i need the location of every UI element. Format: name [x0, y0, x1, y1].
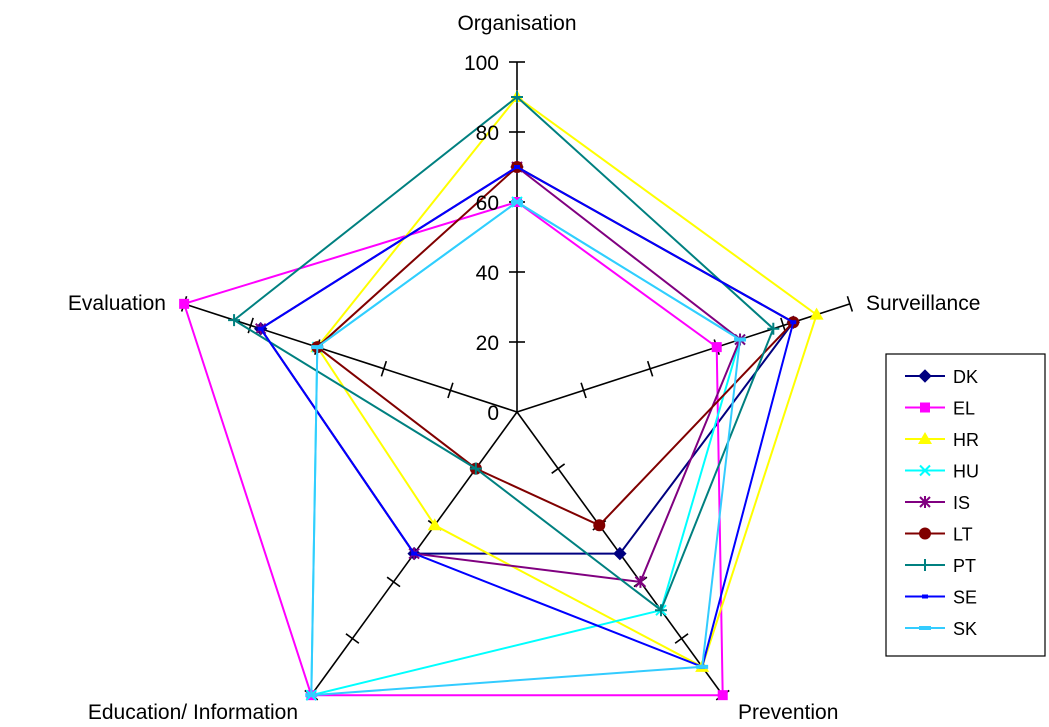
- legend-marker: [919, 496, 931, 508]
- data-point-SE: [411, 551, 418, 556]
- series-line-IS: [259, 165, 742, 583]
- legend-marker: [919, 626, 931, 630]
- legend-label: HU: [953, 462, 979, 482]
- series-line-SK: [310, 200, 742, 697]
- axis-tick: [646, 360, 654, 377]
- axis-tick: [674, 633, 689, 644]
- series-HU: [305, 196, 746, 701]
- legend-label: EL: [953, 399, 975, 419]
- legend-marker: [919, 559, 931, 571]
- legend-label: LT: [953, 525, 973, 545]
- legend-item-DK: DK: [905, 367, 978, 387]
- r-tick-label: 80: [476, 122, 499, 145]
- axis-tick: [380, 360, 388, 377]
- data-point-PT: [767, 322, 780, 335]
- axis-tick: [447, 382, 454, 399]
- legend-label: SK: [953, 619, 977, 639]
- legend-item-PT: PT: [905, 556, 976, 576]
- axis-label-4: Evaluation: [68, 292, 166, 315]
- axis-label-1: Surveillance: [866, 292, 980, 315]
- axis-tick: [345, 633, 360, 644]
- r-tick-label: 20: [476, 332, 499, 355]
- axis-label-2: Prevention: [738, 701, 838, 724]
- legend-marker: [919, 464, 931, 477]
- axis-tick: [551, 463, 566, 474]
- legend-item-EL: EL: [905, 399, 975, 419]
- legend-item-SE: SE: [905, 588, 977, 608]
- data-point-LT: [593, 519, 606, 532]
- axis-label-3: Education/ Information: [88, 701, 298, 724]
- axis-tick: [846, 295, 854, 312]
- legend-marker: [919, 527, 931, 540]
- axis-line-4: [183, 303, 518, 413]
- legend-item-LT: LT: [905, 525, 973, 545]
- data-point-HR: [809, 307, 824, 320]
- legend-label: PT: [953, 556, 976, 576]
- legend-label: HR: [953, 430, 979, 450]
- labels-layer: 0 20 40 60 80 100 Organisation Surveillance Prev…: [68, 12, 980, 724]
- data-point-EL: [711, 342, 722, 353]
- legend-label: SE: [953, 588, 977, 608]
- data-point-EL: [179, 298, 190, 309]
- series-line-PT: [232, 95, 775, 612]
- series-EL: [179, 197, 728, 701]
- axis-label-0: Organisation: [457, 12, 576, 35]
- data-point-IS: [634, 575, 647, 588]
- series-line-HU: [310, 200, 742, 697]
- data-point-SK: [734, 337, 747, 342]
- r-tick-label: 0: [487, 402, 499, 425]
- series-line-DK: [259, 165, 795, 555]
- legend-item-IS: IS: [905, 493, 970, 513]
- series-LT: [311, 161, 800, 532]
- data-point-DK: [613, 546, 627, 561]
- series-HR: [310, 90, 824, 672]
- axis-tick: [580, 382, 587, 399]
- series-line-HR: [316, 95, 818, 669]
- series-IS: [254, 161, 746, 588]
- data-point-SE: [257, 326, 264, 331]
- data-point-PT: [228, 314, 241, 327]
- legend-label: IS: [953, 493, 970, 513]
- legend-marker: [918, 432, 932, 444]
- legend-label: DK: [953, 367, 978, 387]
- r-tick-label: 40: [476, 262, 499, 285]
- axis-tick: [247, 317, 254, 334]
- data-point-SK: [696, 664, 709, 669]
- axis-line-1: [516, 303, 851, 413]
- data-point-EL: [717, 690, 728, 701]
- r-tick-label: 60: [476, 192, 499, 215]
- data-point-SE: [514, 165, 520, 169]
- data-point-PT: [511, 91, 523, 103]
- legend-box: [885, 353, 1046, 657]
- data-point-HR: [427, 518, 442, 531]
- legend-marker: [918, 369, 932, 383]
- legend-item-SK: SK: [905, 619, 977, 639]
- series-PT: [228, 91, 780, 617]
- legend-item-HU: HU: [905, 462, 979, 482]
- legend: DK EL HR HU IS LT PT SE SK: [885, 353, 1046, 657]
- data-point-SK: [305, 693, 318, 698]
- series-layer: [179, 90, 824, 701]
- legend-item-HR: HR: [905, 430, 979, 450]
- data-point-PT: [469, 462, 482, 475]
- series-SK: [305, 200, 747, 698]
- data-point-SK: [511, 200, 523, 204]
- series-line-EL: [182, 200, 724, 697]
- data-point-SE: [790, 320, 797, 325]
- legend-marker: [920, 402, 930, 413]
- r-tick-label: 100: [464, 52, 499, 75]
- data-point-SK: [311, 345, 324, 350]
- legend-marker: [922, 594, 928, 599]
- series-line-SE: [259, 165, 795, 669]
- data-point-PT: [655, 604, 668, 617]
- axis-tick: [386, 576, 401, 588]
